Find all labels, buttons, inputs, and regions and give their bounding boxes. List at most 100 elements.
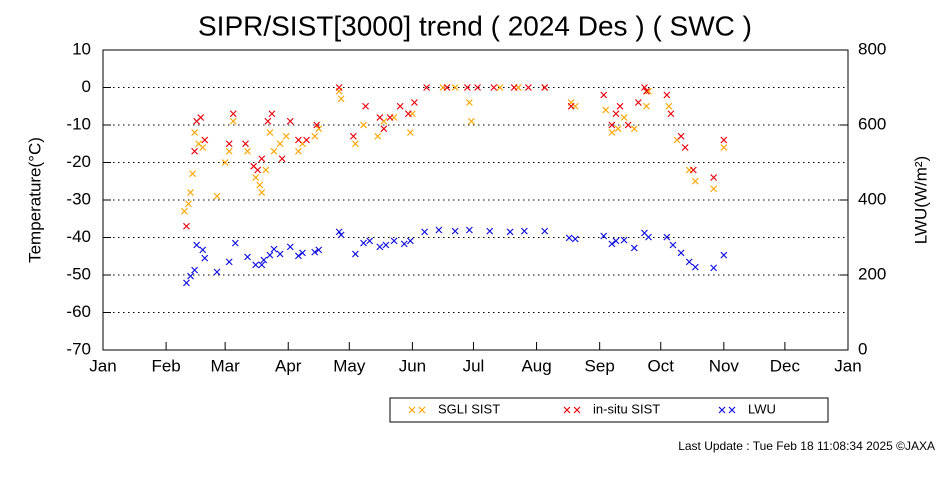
footnote: Last Update : Tue Feb 18 11:08:34 2025 ©… xyxy=(678,439,935,453)
y2-tick-label: 0 xyxy=(858,339,867,358)
point xyxy=(191,147,199,155)
point xyxy=(376,243,384,251)
point xyxy=(351,250,359,258)
point xyxy=(183,279,190,287)
point xyxy=(349,132,357,140)
y-tick-label: -50 xyxy=(66,264,91,283)
point xyxy=(710,185,718,193)
point xyxy=(612,110,620,118)
point xyxy=(624,121,632,129)
point xyxy=(360,239,367,247)
point xyxy=(197,114,205,121)
x-tick-label: Nov xyxy=(709,356,740,375)
point xyxy=(689,166,697,174)
point xyxy=(199,246,207,254)
point xyxy=(541,84,549,91)
point xyxy=(270,245,278,253)
point xyxy=(221,159,229,166)
point xyxy=(268,110,276,118)
point xyxy=(612,237,620,245)
point xyxy=(404,110,412,118)
point xyxy=(201,136,209,144)
point xyxy=(691,263,699,271)
point xyxy=(351,140,359,148)
point xyxy=(254,166,262,174)
point xyxy=(602,106,610,114)
point xyxy=(258,189,266,196)
point xyxy=(406,237,414,245)
point xyxy=(294,136,302,144)
x-tick-label: Jul xyxy=(463,356,485,375)
point xyxy=(600,232,608,240)
point xyxy=(183,222,190,230)
point xyxy=(665,102,673,110)
point xyxy=(663,91,671,99)
point xyxy=(451,84,459,91)
legend-label: SGLI SIST xyxy=(438,401,500,416)
point xyxy=(252,174,260,181)
point xyxy=(276,140,284,148)
point xyxy=(294,252,302,260)
legend-label: LWU xyxy=(748,401,776,416)
x-tick-label: Sep xyxy=(585,356,615,375)
point xyxy=(565,234,573,242)
point xyxy=(643,87,650,95)
point xyxy=(315,125,323,133)
point xyxy=(185,200,192,208)
point xyxy=(616,102,624,110)
y-tick-label: -20 xyxy=(66,152,91,171)
point xyxy=(256,181,264,189)
point xyxy=(191,129,199,136)
point xyxy=(667,110,675,118)
point xyxy=(443,84,451,91)
point xyxy=(337,231,345,239)
point xyxy=(382,241,390,249)
point xyxy=(380,125,388,133)
y-tick-label: 0 xyxy=(82,77,91,96)
y-tick-label: -70 xyxy=(66,339,91,358)
legend-marker xyxy=(418,406,426,414)
point xyxy=(180,207,188,215)
point xyxy=(335,84,343,91)
point xyxy=(641,84,648,91)
point xyxy=(490,84,498,91)
point xyxy=(362,102,370,110)
y2-tick-label: 200 xyxy=(858,264,886,283)
point xyxy=(510,84,518,91)
legend-box xyxy=(389,397,829,423)
y-axis-label: Temperature(°C) xyxy=(25,137,44,263)
x-tick-label: Feb xyxy=(151,356,180,375)
point xyxy=(423,84,431,91)
point xyxy=(710,264,718,272)
point xyxy=(311,248,319,256)
point xyxy=(187,272,194,280)
point xyxy=(396,102,404,110)
x-tick-label: Jun xyxy=(399,356,426,375)
x-tick-label: May xyxy=(333,356,366,375)
x-tick-label: Jan xyxy=(834,356,861,375)
point xyxy=(608,121,616,129)
point xyxy=(421,228,429,236)
point xyxy=(496,84,504,91)
point xyxy=(677,132,685,140)
point xyxy=(360,121,367,129)
y2-tick-label: 800 xyxy=(858,39,886,58)
point xyxy=(720,136,728,144)
point xyxy=(685,258,693,266)
point xyxy=(201,254,209,262)
point xyxy=(630,125,638,133)
y2-tick-label: 600 xyxy=(858,114,886,133)
point xyxy=(541,227,549,235)
point xyxy=(451,227,459,235)
legend-marker xyxy=(408,406,416,414)
legend-marker xyxy=(728,406,736,414)
point xyxy=(258,261,266,269)
point xyxy=(468,117,475,125)
point xyxy=(400,240,408,248)
point xyxy=(571,235,579,243)
point xyxy=(691,177,699,185)
point xyxy=(213,268,221,276)
point xyxy=(630,244,638,252)
point xyxy=(244,253,251,261)
point xyxy=(252,261,260,269)
